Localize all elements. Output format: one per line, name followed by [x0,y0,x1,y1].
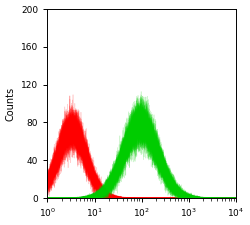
Y-axis label: Counts: Counts [6,86,16,121]
